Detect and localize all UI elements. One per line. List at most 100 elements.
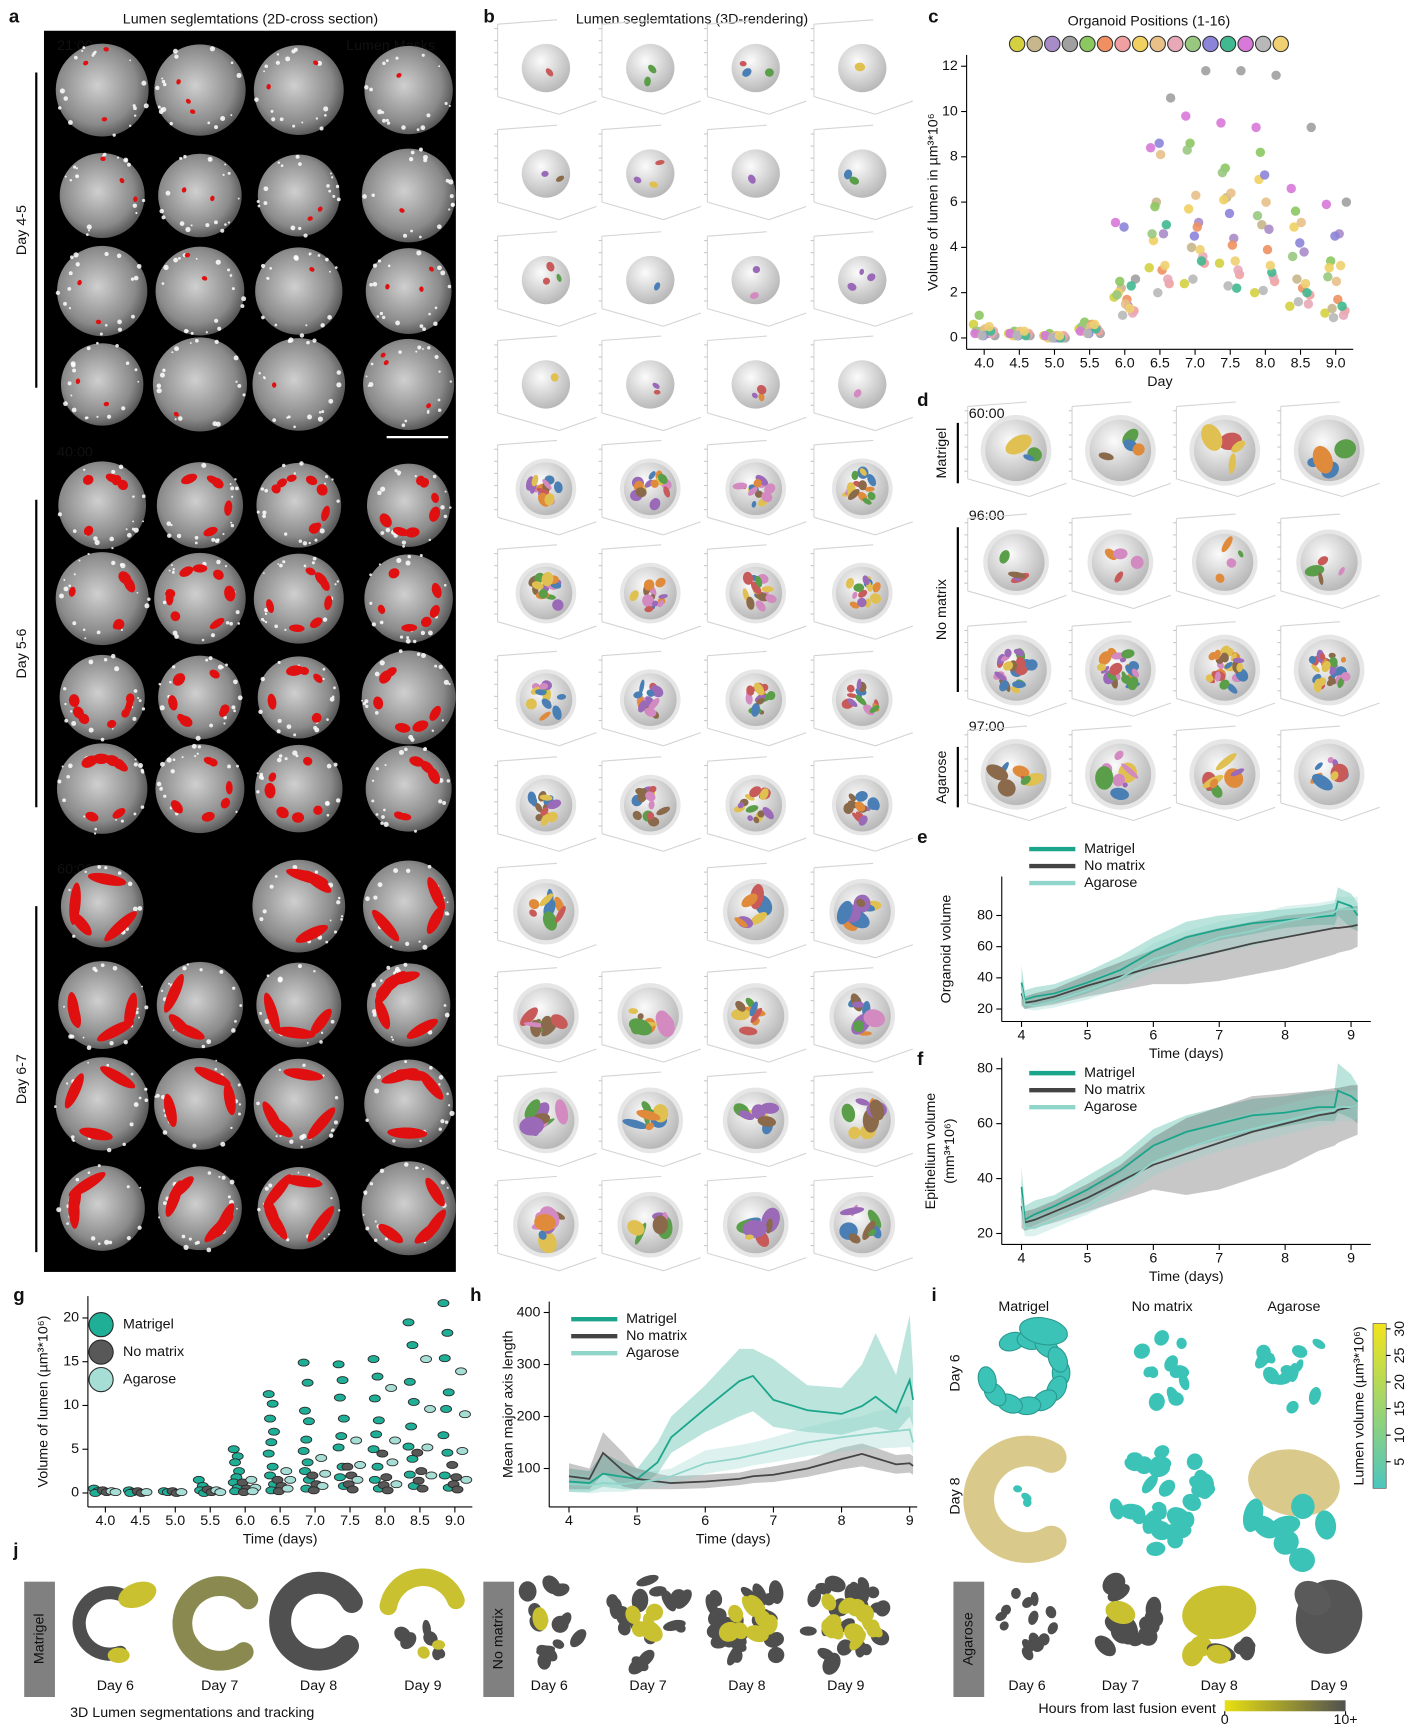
speckle [384,763,387,767]
speckle [59,593,64,599]
x-tick-label: 9.0 [445,1513,465,1529]
speckle [84,416,88,420]
render-box [1280,478,1343,497]
lumen-render [997,779,1016,797]
data-point [297,1447,310,1455]
lumen-mask [184,252,191,258]
speckle [277,660,281,664]
lumen-3d [860,1643,872,1656]
lumen-3d [1242,1498,1264,1533]
render-box [497,439,557,446]
speckle [377,109,383,115]
speckle [331,478,334,481]
lumen-mask [209,758,218,767]
lumen-mask [262,1101,283,1135]
speckle [335,184,340,189]
time-label: 96:00 [969,508,1005,524]
legend-marker [88,1366,114,1393]
data-point [376,1449,389,1458]
lumen-mask [220,704,230,715]
data-point [350,1436,363,1445]
speckle [326,184,330,188]
data-point [437,1431,450,1440]
render-box [967,698,1030,717]
y-tick-label: 60 [977,938,993,954]
speckle [133,106,137,111]
render-box [1176,725,1236,731]
speckle [120,819,124,823]
speckle [314,870,319,874]
speckle [205,223,210,228]
speckle [446,901,449,904]
speckle [71,720,77,726]
speckle [312,338,317,343]
render-box [497,756,557,762]
speckle [396,557,402,564]
group-tag-label: No matrix [490,1608,506,1669]
lumen-render [758,392,765,402]
speckle [405,941,410,946]
lumen-render [1114,750,1124,761]
speckle [64,702,67,706]
data-point [175,1488,188,1497]
lumen-mask [393,527,409,537]
lumen-render [523,1021,546,1028]
speckle [371,1009,377,1015]
speckle [216,559,221,565]
lumen-3d [631,1621,648,1637]
render-box [707,1044,770,1063]
organoid-image [60,343,144,426]
speckle [324,114,327,117]
x-tick-label: 6.5 [1150,355,1170,371]
data-point [1323,272,1333,282]
render-box [1176,513,1236,519]
data-point [140,1488,153,1497]
lumen-render [545,68,554,77]
data-point [1321,199,1332,210]
speckle [325,940,329,944]
speckle [374,711,379,715]
speckle [438,1083,441,1086]
lumen-mask [420,616,432,628]
organoid-image [57,245,148,337]
speckle [443,679,449,685]
speckle [377,259,382,263]
lumen-mask [100,156,106,162]
data-point [450,1473,463,1482]
lumen-mask [393,811,405,820]
data-point [1186,242,1197,253]
lumen-render [848,1233,861,1244]
speckle [379,979,383,982]
data-point [1303,299,1314,309]
data-point [407,1398,420,1406]
data-line [1020,908,1358,1007]
render-box [707,939,770,959]
speckle [117,319,122,325]
lumen-render [1004,648,1012,658]
lumen-3d [1132,1509,1146,1525]
speckle [85,233,89,236]
lumen-mask [309,267,315,272]
lumen-3d [1238,1636,1256,1661]
lumen-render [742,68,752,77]
x-tick-label: 8 [838,1513,846,1529]
lumen-render [754,490,764,498]
speckle [227,1195,231,1199]
speckle [327,315,332,320]
x-axis-label: Day [1147,374,1173,390]
lumen-mask [263,1174,292,1209]
lumen-render [737,802,745,809]
speckle [183,154,187,159]
speckle [438,1127,442,1131]
lumen-mask [194,1066,231,1087]
organoid-sphere [626,360,675,409]
data-point [1261,197,1271,207]
organoid-sphere [1298,743,1360,806]
speckle [254,97,259,102]
lumen-mask [427,877,446,911]
lumen-render [738,1110,755,1121]
data-point [1160,260,1170,271]
data-point [1286,183,1296,194]
speckle [96,630,101,635]
group-tag [953,1581,985,1698]
